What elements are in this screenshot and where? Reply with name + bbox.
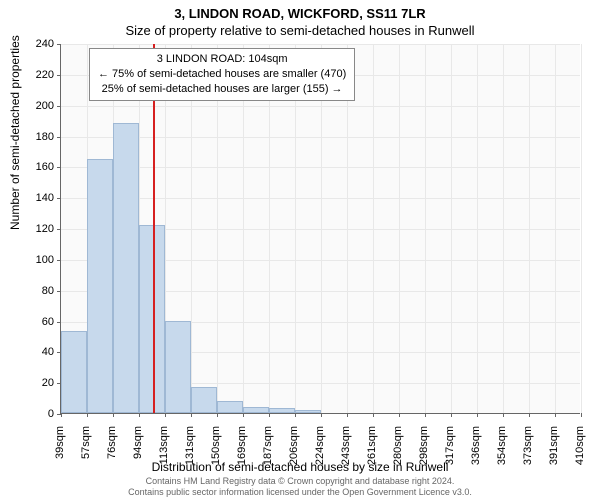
xtick-mark [399,413,400,417]
chart-region: 3 LINDON ROAD: 104sqm← 75% of semi-detac… [60,44,580,414]
annotation-box: 3 LINDON ROAD: 104sqm← 75% of semi-detac… [89,48,355,101]
footer-line-2: Contains public sector information licen… [0,487,600,498]
xtick-label: 206sqm [288,426,300,476]
ytick-label: 220 [24,69,54,81]
xtick-mark [529,413,530,417]
plot-area: 3 LINDON ROAD: 104sqm← 75% of semi-detac… [60,44,580,414]
ytick-label: 80 [24,285,54,297]
ytick-mark [57,229,61,230]
xtick-mark [139,413,140,417]
xtick-label: 131sqm [184,426,196,476]
xtick-mark [61,413,62,417]
xtick-label: 410sqm [574,426,586,476]
xtick-mark [425,413,426,417]
xtick-label: 169sqm [236,426,248,476]
chart-title-sub: Size of property relative to semi-detach… [0,21,600,38]
xtick-mark [373,413,374,417]
ytick-mark [57,75,61,76]
ytick-label: 0 [24,408,54,420]
xtick-label: 280sqm [392,426,404,476]
y-axis-title: Number of semi-detached properties [8,35,22,230]
ytick-label: 160 [24,161,54,173]
histogram-bar [61,331,87,413]
xtick-label: 298sqm [418,426,430,476]
xtick-label: 76sqm [106,426,118,476]
histogram-bar [243,407,269,413]
xtick-mark [347,413,348,417]
xtick-label: 261sqm [366,426,378,476]
xtick-label: 317sqm [444,426,456,476]
xtick-label: 113sqm [158,426,170,476]
ytick-label: 180 [24,131,54,143]
xtick-mark [217,413,218,417]
ytick-mark [57,322,61,323]
annotation-line: ← 75% of semi-detached houses are smalle… [98,67,346,82]
annotation-line: 25% of semi-detached houses are larger (… [98,82,346,97]
ytick-mark [57,167,61,168]
histogram-bar [165,321,191,414]
gridline-v [399,44,400,413]
xtick-mark [113,413,114,417]
ytick-label: 20 [24,377,54,389]
xtick-label: 224sqm [314,426,326,476]
ytick-mark [57,260,61,261]
xtick-label: 336sqm [470,426,482,476]
gridline-v [373,44,374,413]
gridline-v [555,44,556,413]
gridline-v [451,44,452,413]
ytick-label: 60 [24,316,54,328]
xtick-mark [451,413,452,417]
histogram-bar [139,225,165,413]
histogram-bar [191,387,217,413]
ytick-label: 120 [24,223,54,235]
annotation-line: 3 LINDON ROAD: 104sqm [98,52,346,67]
xtick-mark [477,413,478,417]
ytick-mark [57,198,61,199]
xtick-label: 243sqm [340,426,352,476]
gridline-v [425,44,426,413]
xtick-mark [321,413,322,417]
xtick-label: 39sqm [54,426,66,476]
histogram-bar [217,401,243,413]
xtick-label: 187sqm [262,426,274,476]
ytick-mark [57,291,61,292]
ytick-label: 40 [24,346,54,358]
xtick-label: 391sqm [548,426,560,476]
xtick-mark [243,413,244,417]
ytick-label: 100 [24,254,54,266]
ytick-label: 140 [24,192,54,204]
ytick-mark [57,106,61,107]
chart-title-main: 3, LINDON ROAD, WICKFORD, SS11 7LR [0,0,600,21]
histogram-bar [87,159,113,413]
gridline-v [503,44,504,413]
xtick-label: 354sqm [496,426,508,476]
xtick-label: 94sqm [132,426,144,476]
ytick-mark [57,137,61,138]
ytick-mark [57,44,61,45]
xtick-mark [269,413,270,417]
xtick-mark [87,413,88,417]
xtick-mark [555,413,556,417]
ytick-label: 200 [24,100,54,112]
histogram-bar [295,410,321,413]
xtick-mark [191,413,192,417]
ytick-label: 240 [24,38,54,50]
gridline-v [477,44,478,413]
histogram-bar [269,408,295,413]
xtick-label: 57sqm [80,426,92,476]
xtick-mark [503,413,504,417]
xtick-label: 150sqm [210,426,222,476]
xtick-mark [165,413,166,417]
histogram-bar [113,123,139,413]
xtick-label: 373sqm [522,426,534,476]
xtick-mark [581,413,582,417]
xtick-mark [295,413,296,417]
gridline-v [581,44,582,413]
footer-line-1: Contains HM Land Registry data © Crown c… [0,476,600,487]
gridline-v [529,44,530,413]
footer-attribution: Contains HM Land Registry data © Crown c… [0,476,600,499]
